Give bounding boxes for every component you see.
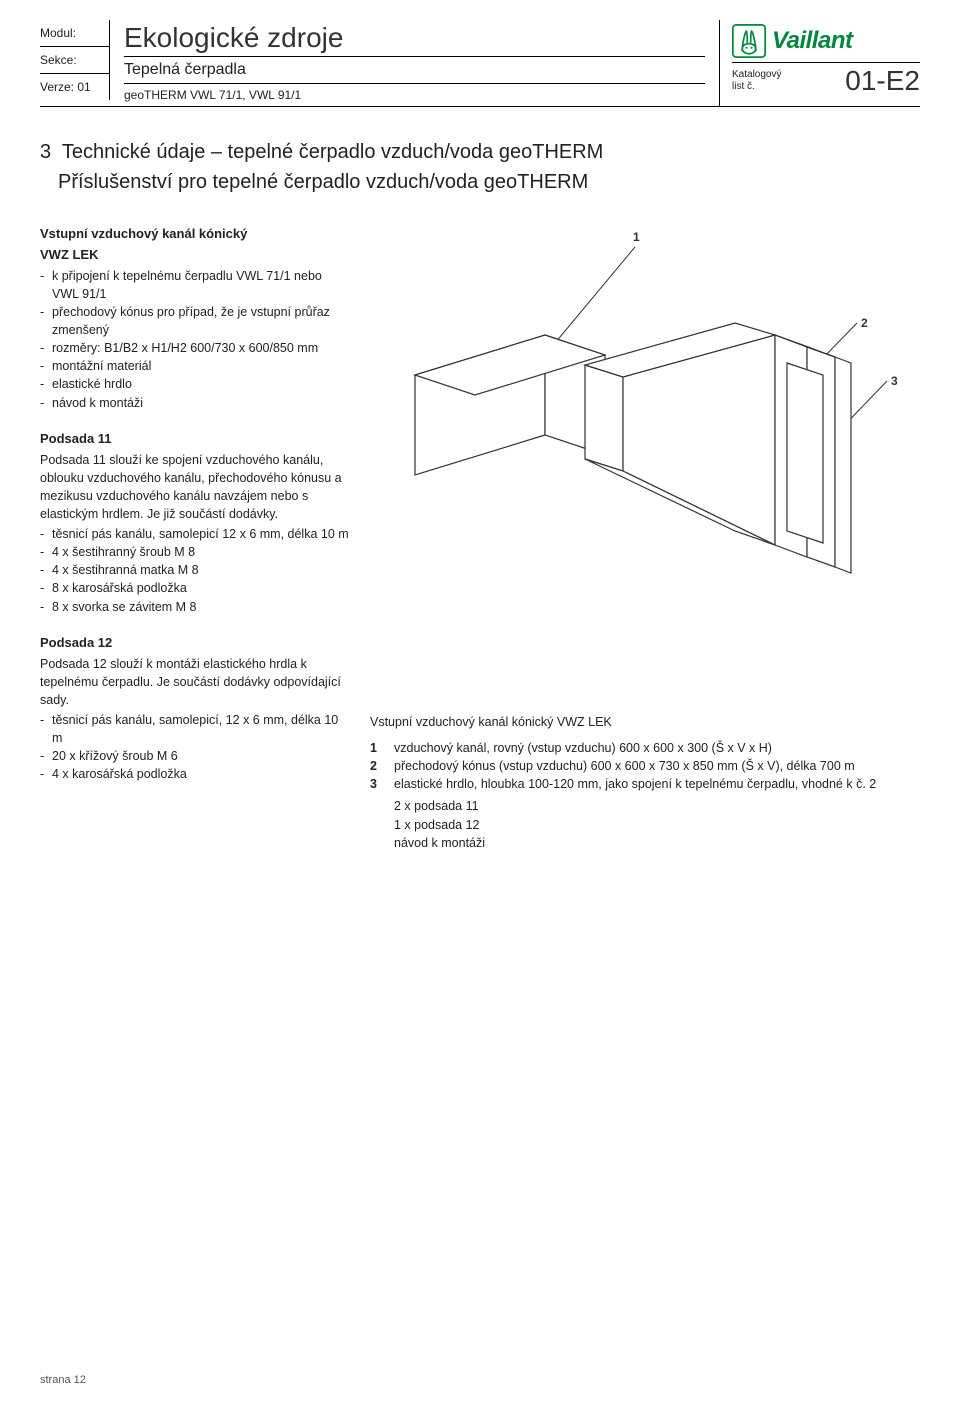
right-column: 1 2 3 [370, 225, 920, 852]
product-code: geoTHERM VWL 71/1, VWL 91/1 [124, 84, 705, 106]
legend-num: 2 [370, 757, 382, 775]
block2-list: těsnicí pás kanálu, samolepicí 12 x 6 mm… [40, 525, 350, 616]
header-right-col: Vaillant Katalogový list č. 01-E2 [720, 20, 920, 97]
label-verze: Verze: 01 [40, 74, 109, 100]
exploded-diagram: 1 2 3 [370, 225, 920, 685]
legend-row: 1 vzduchový kanál, rovný (vstup vzduchu)… [370, 739, 920, 757]
brand-logo: Vaillant [732, 20, 920, 63]
list-item: rozměry: B1/B2 x H1/H2 600/730 x 600/850… [40, 339, 350, 357]
page-footer: strana 12 [40, 1374, 86, 1386]
section-title-text: Technické údaje – tepelné čerpadlo vzduc… [62, 141, 603, 163]
diagram-label-3: 3 [891, 374, 898, 388]
list-item: 20 x křížový šroub M 6 [40, 747, 350, 765]
list-item: 4 x šestihranný šroub M 8 [40, 543, 350, 561]
legend-row: 3 elastické hrdlo, hloubka 100-120 mm, j… [370, 775, 920, 793]
legend-num: 3 [370, 775, 382, 793]
block1-title2: VWZ LEK [40, 246, 350, 265]
list-item: montážní materiál [40, 357, 350, 375]
legend-text: elastické hrdlo, hloubka 100-120 mm, jak… [394, 775, 920, 793]
list-item: přechodový kónus pro případ, že je vstup… [40, 303, 350, 339]
brand-name: Vaillant [772, 27, 852, 55]
label-sekce: Sekce: [40, 47, 109, 74]
list-item: těsnicí pás kanálu, samolepicí, 12 x 6 m… [40, 711, 350, 747]
header-center-col: Ekologické zdroje Tepelná čerpadla geoTH… [110, 20, 720, 106]
block1-title1: Vstupní vzduchový kanál kónický [40, 225, 350, 244]
list-item: 4 x šestihranná matka M 8 [40, 561, 350, 579]
legend-text: vzduchový kanál, rovný (vstup vzduchu) 6… [394, 739, 920, 757]
legend-extra-line: návod k montáži [394, 834, 920, 852]
list-item: k připojení k tepelnému čerpadlu VWL 71/… [40, 267, 350, 303]
legend-row: 2 přechodový kónus (vstup vzduchu) 600 x… [370, 757, 920, 775]
block3-title: Podsada 12 [40, 634, 350, 653]
block2-title: Podsada 11 [40, 430, 350, 449]
catalog-label: Katalogový list č. [732, 69, 792, 93]
section-title: 3 Technické údaje – tepelné čerpadlo vzd… [40, 137, 920, 167]
block1-list: k připojení k tepelnému čerpadlu VWL 71/… [40, 267, 350, 412]
legend-num: 1 [370, 739, 382, 757]
diagram-label-1: 1 [633, 230, 640, 244]
list-item: návod k montáži [40, 394, 350, 412]
diagram-caption: Vstupní vzduchový kanál kónický VWZ LEK [370, 715, 920, 729]
legend-table: 1 vzduchový kanál, rovný (vstup vzduchu)… [370, 739, 920, 793]
diagram-label-2: 2 [861, 316, 868, 330]
block3-list: těsnicí pás kanálu, samolepicí, 12 x 6 m… [40, 711, 350, 784]
list-item: 8 x svorka se závitem M 8 [40, 598, 350, 616]
section-number: 3 [40, 141, 51, 163]
legend-extra-line: 2 x podsada 11 [394, 797, 920, 815]
left-column: Vstupní vzduchový kanál kónický VWZ LEK … [40, 225, 350, 852]
list-item: 4 x karosářská podložka [40, 765, 350, 783]
label-modul: Modul: [40, 20, 109, 47]
block3-para: Podsada 12 slouží k montáži elastického … [40, 655, 350, 709]
block2-para: Podsada 11 slouží ke spojení vzduchového… [40, 451, 350, 524]
legend-extra-line: 1 x podsada 12 [394, 816, 920, 834]
list-item: elastické hrdlo [40, 375, 350, 393]
list-item: těsnicí pás kanálu, samolepicí 12 x 6 mm… [40, 525, 350, 543]
header-labels-col: Modul: Sekce: Verze: 01 [40, 20, 110, 100]
catalog-code: 01-E2 [845, 65, 920, 97]
page-subtitle: Tepelná čerpadla [124, 57, 705, 84]
list-item: 8 x karosářská podložka [40, 579, 350, 597]
legend-text: přechodový kónus (vstup vzduchu) 600 x 6… [394, 757, 920, 775]
legend-extra: 2 x podsada 11 1 x podsada 12 návod k mo… [394, 797, 920, 851]
header: Modul: Sekce: Verze: 01 Ekologické zdroj… [40, 20, 920, 107]
section-subtitle: Příslušenství pro tepelné čerpadlo vzduc… [58, 167, 920, 197]
catalog-row: Katalogový list č. 01-E2 [732, 63, 920, 97]
bunny-icon [732, 24, 766, 58]
page-title: Ekologické zdroje [124, 20, 705, 57]
